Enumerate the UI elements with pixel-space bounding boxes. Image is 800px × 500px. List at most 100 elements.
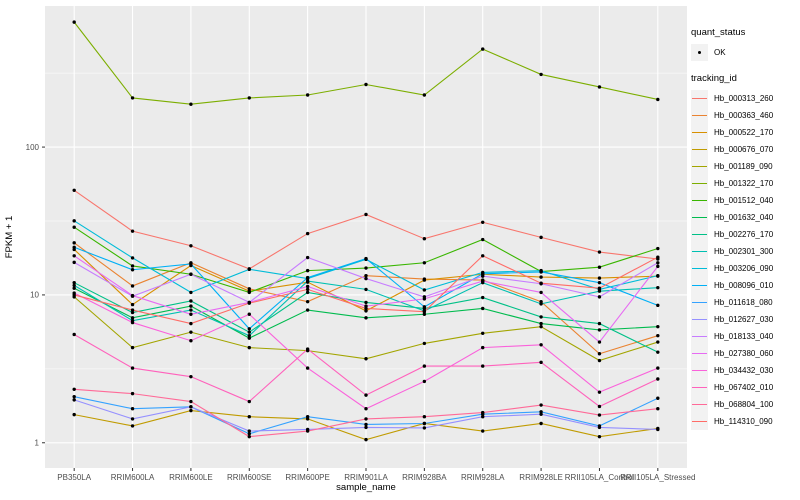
legend-key [691, 209, 708, 226]
legend-key [691, 260, 708, 277]
legend-item-ok: OK [691, 44, 799, 61]
data-point [364, 82, 368, 87]
data-point [481, 415, 485, 419]
data-point [539, 360, 543, 365]
legend-key-line [692, 284, 707, 287]
legend-item-Hb_001189_090: Hb_001189_090 [691, 158, 799, 175]
legend-item-Hb_018133_040: Hb_018133_040 [691, 328, 799, 345]
data-point [72, 283, 76, 288]
data-point [597, 286, 602, 290]
data-point [130, 391, 135, 396]
data-point [247, 96, 251, 100]
data-point [364, 316, 368, 320]
data-point [189, 304, 193, 308]
legend-key [691, 192, 708, 209]
data-point [364, 357, 368, 361]
data-point [597, 352, 602, 356]
data-point [597, 295, 602, 299]
data-point [305, 287, 310, 292]
legend-key-line [692, 267, 707, 270]
x-axis-title: sample_name [336, 482, 396, 493]
data-point [539, 324, 543, 329]
legend-item-Hb_001512_040: Hb_001512_040 [691, 192, 799, 209]
legend-item-Hb_003206_090: Hb_003206_090 [691, 260, 799, 277]
data-point [364, 212, 368, 217]
data-point [422, 237, 427, 241]
data-point [656, 366, 660, 370]
legend-group-tracking-id: tracking_id Hb_000313_260 Hb_000363_460 Hb… [691, 73, 799, 430]
legend-key-ok [691, 44, 708, 61]
data-point [305, 284, 310, 289]
data-point [189, 299, 193, 303]
data-point [189, 102, 193, 106]
data-point [597, 340, 602, 344]
data-point [597, 280, 602, 285]
data-point [481, 364, 485, 368]
data-point [422, 93, 427, 97]
data-point [539, 235, 543, 240]
data-point [481, 345, 485, 350]
legend-key-line [692, 182, 707, 185]
data-point [656, 324, 660, 329]
data-point [539, 281, 543, 285]
data-point [130, 417, 135, 421]
data-point [247, 399, 251, 404]
data-point [481, 306, 485, 311]
data-point [597, 250, 602, 254]
legend-key-line [692, 97, 707, 100]
data-point [539, 302, 543, 306]
data-point [597, 425, 602, 430]
data-point [364, 276, 368, 281]
data-point [305, 299, 310, 304]
x-tick-label: RRIM600PE [285, 473, 329, 482]
data-point [539, 315, 543, 319]
legend-key-line [692, 369, 707, 372]
legend-label: Hb_018133_040 [714, 332, 774, 341]
legend: quant_status OK tracking_id Hb_000313_26… [691, 27, 799, 442]
data-point [130, 345, 135, 350]
legend-item-Hb_001632_040: Hb_001632_040 [691, 209, 799, 226]
legend-label: Hb_002276_170 [714, 230, 774, 239]
data-point [189, 290, 193, 295]
legend-item-Hb_012627_030: Hb_012627_030 [691, 311, 799, 328]
legend-key [691, 328, 708, 345]
data-point [72, 219, 76, 223]
legend-label: Hb_068804_100 [714, 400, 774, 409]
data-point [130, 256, 135, 260]
legend-label: Hb_001189_090 [714, 162, 773, 171]
data-point [72, 398, 76, 402]
data-point [189, 321, 193, 326]
data-point [597, 276, 602, 280]
data-point [656, 406, 660, 411]
data-point [72, 280, 76, 285]
data-point [305, 93, 310, 97]
legend-key [691, 413, 708, 430]
data-point [481, 410, 485, 415]
y-tick-label: 10 [30, 291, 39, 300]
legend-label: Hb_027380_060 [714, 349, 774, 358]
data-point [305, 275, 310, 280]
data-point [72, 387, 76, 391]
data-point [305, 290, 310, 295]
data-point [597, 265, 602, 269]
x-tick-label: RRII105LA_Control [565, 473, 635, 482]
data-point [305, 279, 310, 283]
legend-key [691, 107, 708, 124]
data-point [481, 429, 485, 433]
legend-key [691, 158, 708, 175]
data-point [247, 432, 251, 436]
legend-key [691, 311, 708, 328]
data-point [189, 399, 193, 404]
data-point [130, 293, 135, 298]
legend-item-Hb_011618_080: Hb_011618_080 [691, 294, 799, 311]
legend-label: Hb_012627_030 [714, 315, 774, 324]
data-point [130, 264, 135, 268]
data-point [130, 96, 135, 100]
data-point [656, 261, 660, 265]
data-point [247, 336, 251, 340]
data-point [422, 305, 427, 309]
data-point [247, 287, 251, 291]
data-point [597, 434, 602, 439]
